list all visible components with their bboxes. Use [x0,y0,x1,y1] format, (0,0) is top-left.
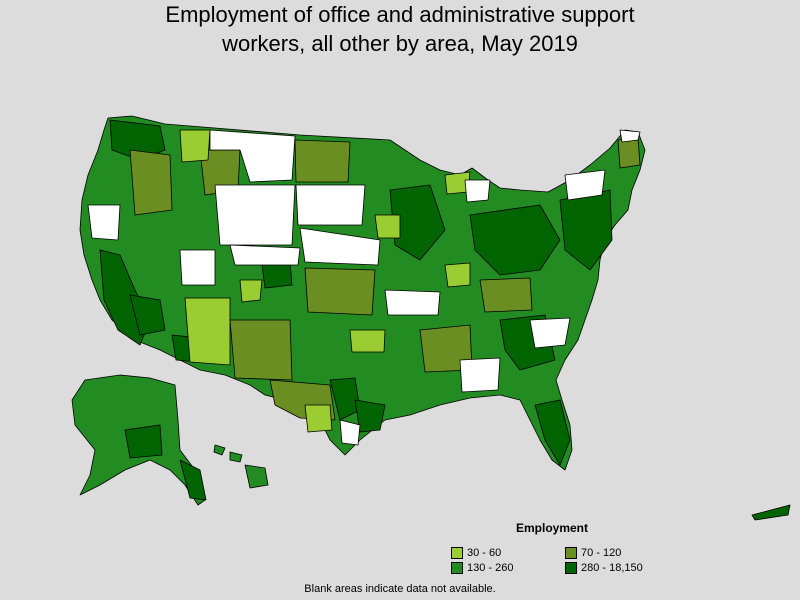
legend-item-130-260: 130 - 260 [451,561,513,575]
region-light-oklahoma [349,329,386,353]
region-olive-kansas [304,267,376,316]
region-light-montana-west [179,129,211,163]
region-olive-oregon [129,149,173,216]
alaska-panhandle-region [179,459,207,501]
region-olive-new-mexico [229,319,293,381]
legend-label: 130 - 260 [467,562,514,574]
region-olive-appalachia [479,277,533,313]
region-nodata-carolinas [529,317,571,349]
region-nodata-arkansas [384,289,441,316]
legend-swatch [451,562,463,574]
region-dark-florida [534,399,571,466]
legend-title: Employment [516,521,589,535]
region-dark-east [469,204,561,276]
region-nodata-nebraska [299,227,381,266]
footnote: Blank areas indicate data not available. [304,583,496,595]
hawaii-island-big [244,464,269,489]
legend-label: 30 - 60 [467,547,502,559]
legend-item-280-18150: 280 - 18,150 [565,561,643,575]
region-olive-maine [617,137,641,169]
region-nodata-texas [339,419,361,446]
region-nodata-gulf [459,357,501,393]
legend-label: 280 - 18,150 [581,562,643,574]
region-light-iowa [374,214,401,239]
region-light-colorado [239,279,263,303]
legend-swatch [565,547,577,559]
legend-item-30-60: 30 - 60 [451,546,501,560]
region-nodata-new-york [564,169,606,201]
region-light-arizona-east [184,297,231,366]
map-title-line-1: Employment of office and administrative … [165,2,635,27]
region-dark-houston [354,399,386,433]
map-title-line-2: workers, all other by area, May 2019 [222,31,578,56]
region-olive-north-dakota [294,139,351,183]
legend-swatch [451,547,463,559]
region-light-texas-south [304,404,333,433]
region-dark-arizona [129,294,166,336]
region-nodata-wyoming [214,184,296,246]
hawaii-island-1 [213,444,226,456]
region-dark-denver [261,261,293,289]
region-nodata-nevada-north [87,204,121,241]
hawaii-island-2 [229,451,243,463]
region-nodata-colorado-west [229,244,301,266]
region-light-kentucky [444,262,471,288]
region-nodata-montana [209,129,296,183]
puerto-rico-shape [751,504,791,521]
alaska-dark-region [124,424,163,459]
legend-item-70-120: 70 - 120 [565,546,621,560]
legend-swatch [565,562,577,574]
region-nodata-wisconsin [464,179,491,203]
region-nodata-utah [179,249,216,286]
legend-label: 70 - 120 [581,547,622,559]
region-nodata-maine [619,129,641,143]
region-nodata-south-dakota [295,184,366,226]
